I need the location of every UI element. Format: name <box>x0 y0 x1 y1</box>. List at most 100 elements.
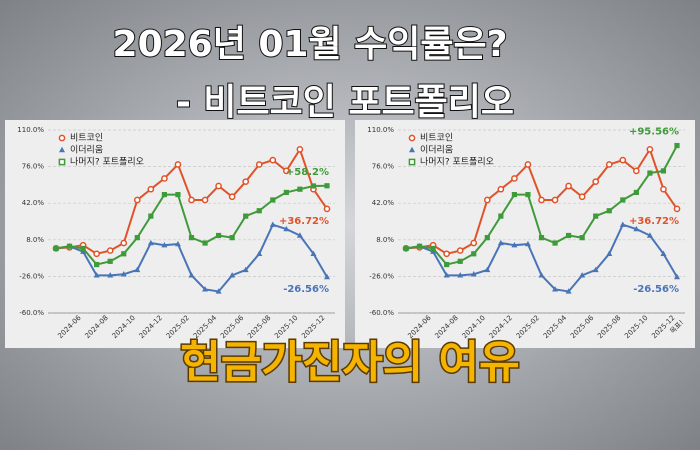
point <box>215 182 222 190</box>
legend-label: 이더리움 <box>420 145 453 156</box>
data-label: -26.56% <box>283 284 329 295</box>
point <box>296 232 303 238</box>
point <box>269 156 277 164</box>
point <box>93 250 101 258</box>
point <box>174 240 181 247</box>
point <box>457 258 463 264</box>
point <box>66 243 73 249</box>
headline: 2026년 01월 수익률은? <box>113 24 508 65</box>
point <box>229 235 235 241</box>
point <box>470 271 477 277</box>
point <box>524 161 532 168</box>
point <box>511 241 518 248</box>
point <box>484 266 491 273</box>
point <box>133 196 141 204</box>
point <box>443 250 450 258</box>
point <box>593 213 599 219</box>
point <box>283 167 290 175</box>
point <box>403 245 409 252</box>
point <box>497 185 505 193</box>
legend-label: 비트코인 <box>70 133 103 144</box>
point <box>646 146 654 153</box>
point <box>538 196 545 204</box>
point <box>255 161 263 168</box>
point <box>242 178 250 186</box>
point <box>592 266 599 273</box>
legend-marker <box>408 158 416 166</box>
point <box>674 142 680 149</box>
point <box>660 250 667 256</box>
point <box>120 239 128 247</box>
legend-marker <box>59 146 65 153</box>
point <box>633 167 640 175</box>
point <box>174 161 182 168</box>
point <box>228 193 236 201</box>
point <box>310 250 317 256</box>
point <box>121 251 127 257</box>
point <box>538 235 545 241</box>
y-tick-label: -26.0% <box>19 272 44 280</box>
point <box>53 245 59 252</box>
point <box>161 241 168 248</box>
y-tick-label: 110.0% <box>17 126 44 134</box>
point <box>283 225 290 232</box>
legend-marker <box>58 158 66 166</box>
y-tick-label: -26.0% <box>369 272 394 280</box>
point <box>511 175 518 182</box>
data-label: -26.56% <box>633 284 679 295</box>
point <box>619 156 627 164</box>
point <box>148 213 154 219</box>
point <box>80 248 87 254</box>
legend-marker <box>408 134 416 142</box>
point <box>94 261 100 268</box>
point <box>565 288 572 294</box>
legend-label: 비트코인 <box>420 133 453 144</box>
legend-marker <box>58 134 66 142</box>
point <box>660 185 667 193</box>
point <box>471 251 477 257</box>
point <box>256 250 263 256</box>
point <box>147 239 154 246</box>
point <box>188 196 195 204</box>
y-tick-label: 42.0% <box>22 199 45 207</box>
point <box>310 183 317 189</box>
data-label: +36.72% <box>629 216 679 227</box>
point <box>497 239 504 246</box>
legend-label: 나머지? 포트폴리오 <box>420 157 494 168</box>
point <box>524 240 531 247</box>
point <box>578 193 586 201</box>
point <box>633 225 640 232</box>
point <box>134 266 141 273</box>
point <box>457 272 464 278</box>
y-tick-label: 8.0% <box>376 236 394 244</box>
point <box>107 272 114 278</box>
point <box>579 272 586 278</box>
point <box>107 258 113 264</box>
point <box>456 247 464 254</box>
point <box>215 288 222 294</box>
point <box>242 266 249 273</box>
point <box>498 213 504 219</box>
point <box>484 235 490 241</box>
point <box>646 232 653 238</box>
point <box>620 197 626 203</box>
point <box>444 261 450 268</box>
legend-label: 나머지? 포트폴리오 <box>70 157 144 168</box>
point <box>324 183 330 189</box>
point <box>120 271 127 277</box>
point <box>674 273 680 280</box>
legend-marker <box>409 146 415 153</box>
point <box>175 191 181 198</box>
point <box>647 170 653 176</box>
point <box>297 186 303 192</box>
point <box>269 221 276 227</box>
point <box>106 247 114 254</box>
point <box>565 182 572 190</box>
legend-label: 이더리움 <box>70 145 103 156</box>
data-label: +36.72% <box>279 216 329 227</box>
point <box>161 191 167 198</box>
point <box>605 161 613 168</box>
point <box>188 272 195 278</box>
point <box>470 239 478 247</box>
